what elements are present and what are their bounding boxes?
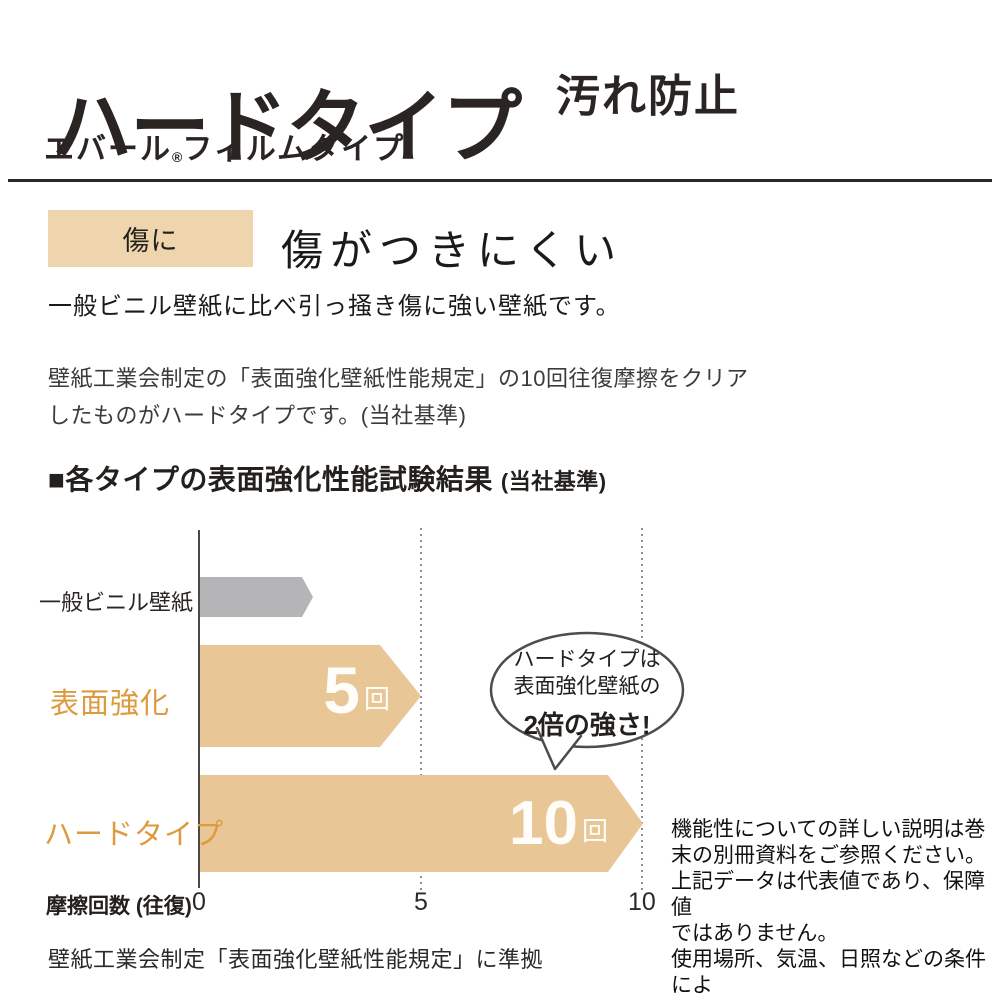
y-axis-line: [198, 530, 200, 888]
bar-hard-type: [200, 775, 643, 872]
page-title: ハードタイプ: [52, 82, 522, 172]
bar-value-number: 5: [323, 653, 360, 727]
bar-value-unit: 回: [581, 815, 608, 846]
feature-tag-label: 傷に: [122, 226, 179, 256]
bar-value-number: 10: [509, 789, 578, 858]
x-tick-10: 10: [628, 888, 656, 916]
gridline-5: [420, 528, 422, 890]
function-tag-label: 汚れ防止: [556, 72, 740, 121]
bubble-line-2: 表面強化壁紙の: [513, 675, 661, 698]
bar-value-surface-reinforced: 5 回: [270, 653, 390, 727]
speech-bubble-shape: [489, 631, 685, 771]
feature-lead: 一般ビニル壁紙に比べ引っ掻き傷に強い壁紙です。: [48, 294, 621, 320]
chart-section-heading-note: (当社基準): [500, 469, 607, 494]
bar-value-unit: 回: [363, 683, 390, 714]
category-label-general-vinyl: 一般ビニル壁紙: [38, 590, 193, 615]
product-name: エバール: [44, 133, 172, 166]
category-label-surface-reinforced: 表面強化: [50, 688, 171, 720]
feature-tag-box: 傷に: [48, 210, 253, 267]
header-divider: [8, 179, 992, 182]
chart-standard-note: 壁紙工業会制定「表面強化壁紙性能規定」に準拠: [48, 947, 544, 972]
x-tick-0: 0: [192, 888, 206, 916]
product-subtitle: エバール®フィルムタイプ: [44, 124, 405, 168]
product-suffix: フィルムタイプ: [182, 133, 406, 166]
registered-trademark-symbol: ®: [172, 149, 183, 165]
bar-value-hard-type: 10 回: [460, 789, 608, 858]
feature-description: 壁紙工業会制定の「表面強化壁紙性能規定」の10回往復摩擦をクリア したものがハー…: [48, 366, 749, 428]
bubble-line-1: ハードタイプは: [513, 648, 661, 671]
speech-bubble-text: ハードタイプは 表面強化壁紙の 2倍の強さ!: [488, 646, 686, 742]
chart-section-heading-text: ■各タイプの表面強化性能試験結果: [48, 464, 493, 495]
bar-general-vinyl: [200, 577, 313, 617]
bubble-line-3: 2倍の強さ!: [523, 710, 651, 740]
x-tick-5: 5: [414, 888, 428, 916]
category-label-hard-type: ハードタイプ: [44, 819, 225, 851]
feature-headline: 傷がつきにくい: [281, 229, 624, 275]
disclaimer-note: 機能性についての詳しい説明は巻 末の別冊資料をご参照ください。 上記データは代表…: [671, 817, 986, 1000]
bar-surface-reinforced: [200, 645, 421, 747]
x-axis-label: 摩擦回数 (往復): [46, 895, 192, 918]
chart-section-heading: ■各タイプの表面強化性能試験結果 (当社基準): [48, 458, 607, 498]
